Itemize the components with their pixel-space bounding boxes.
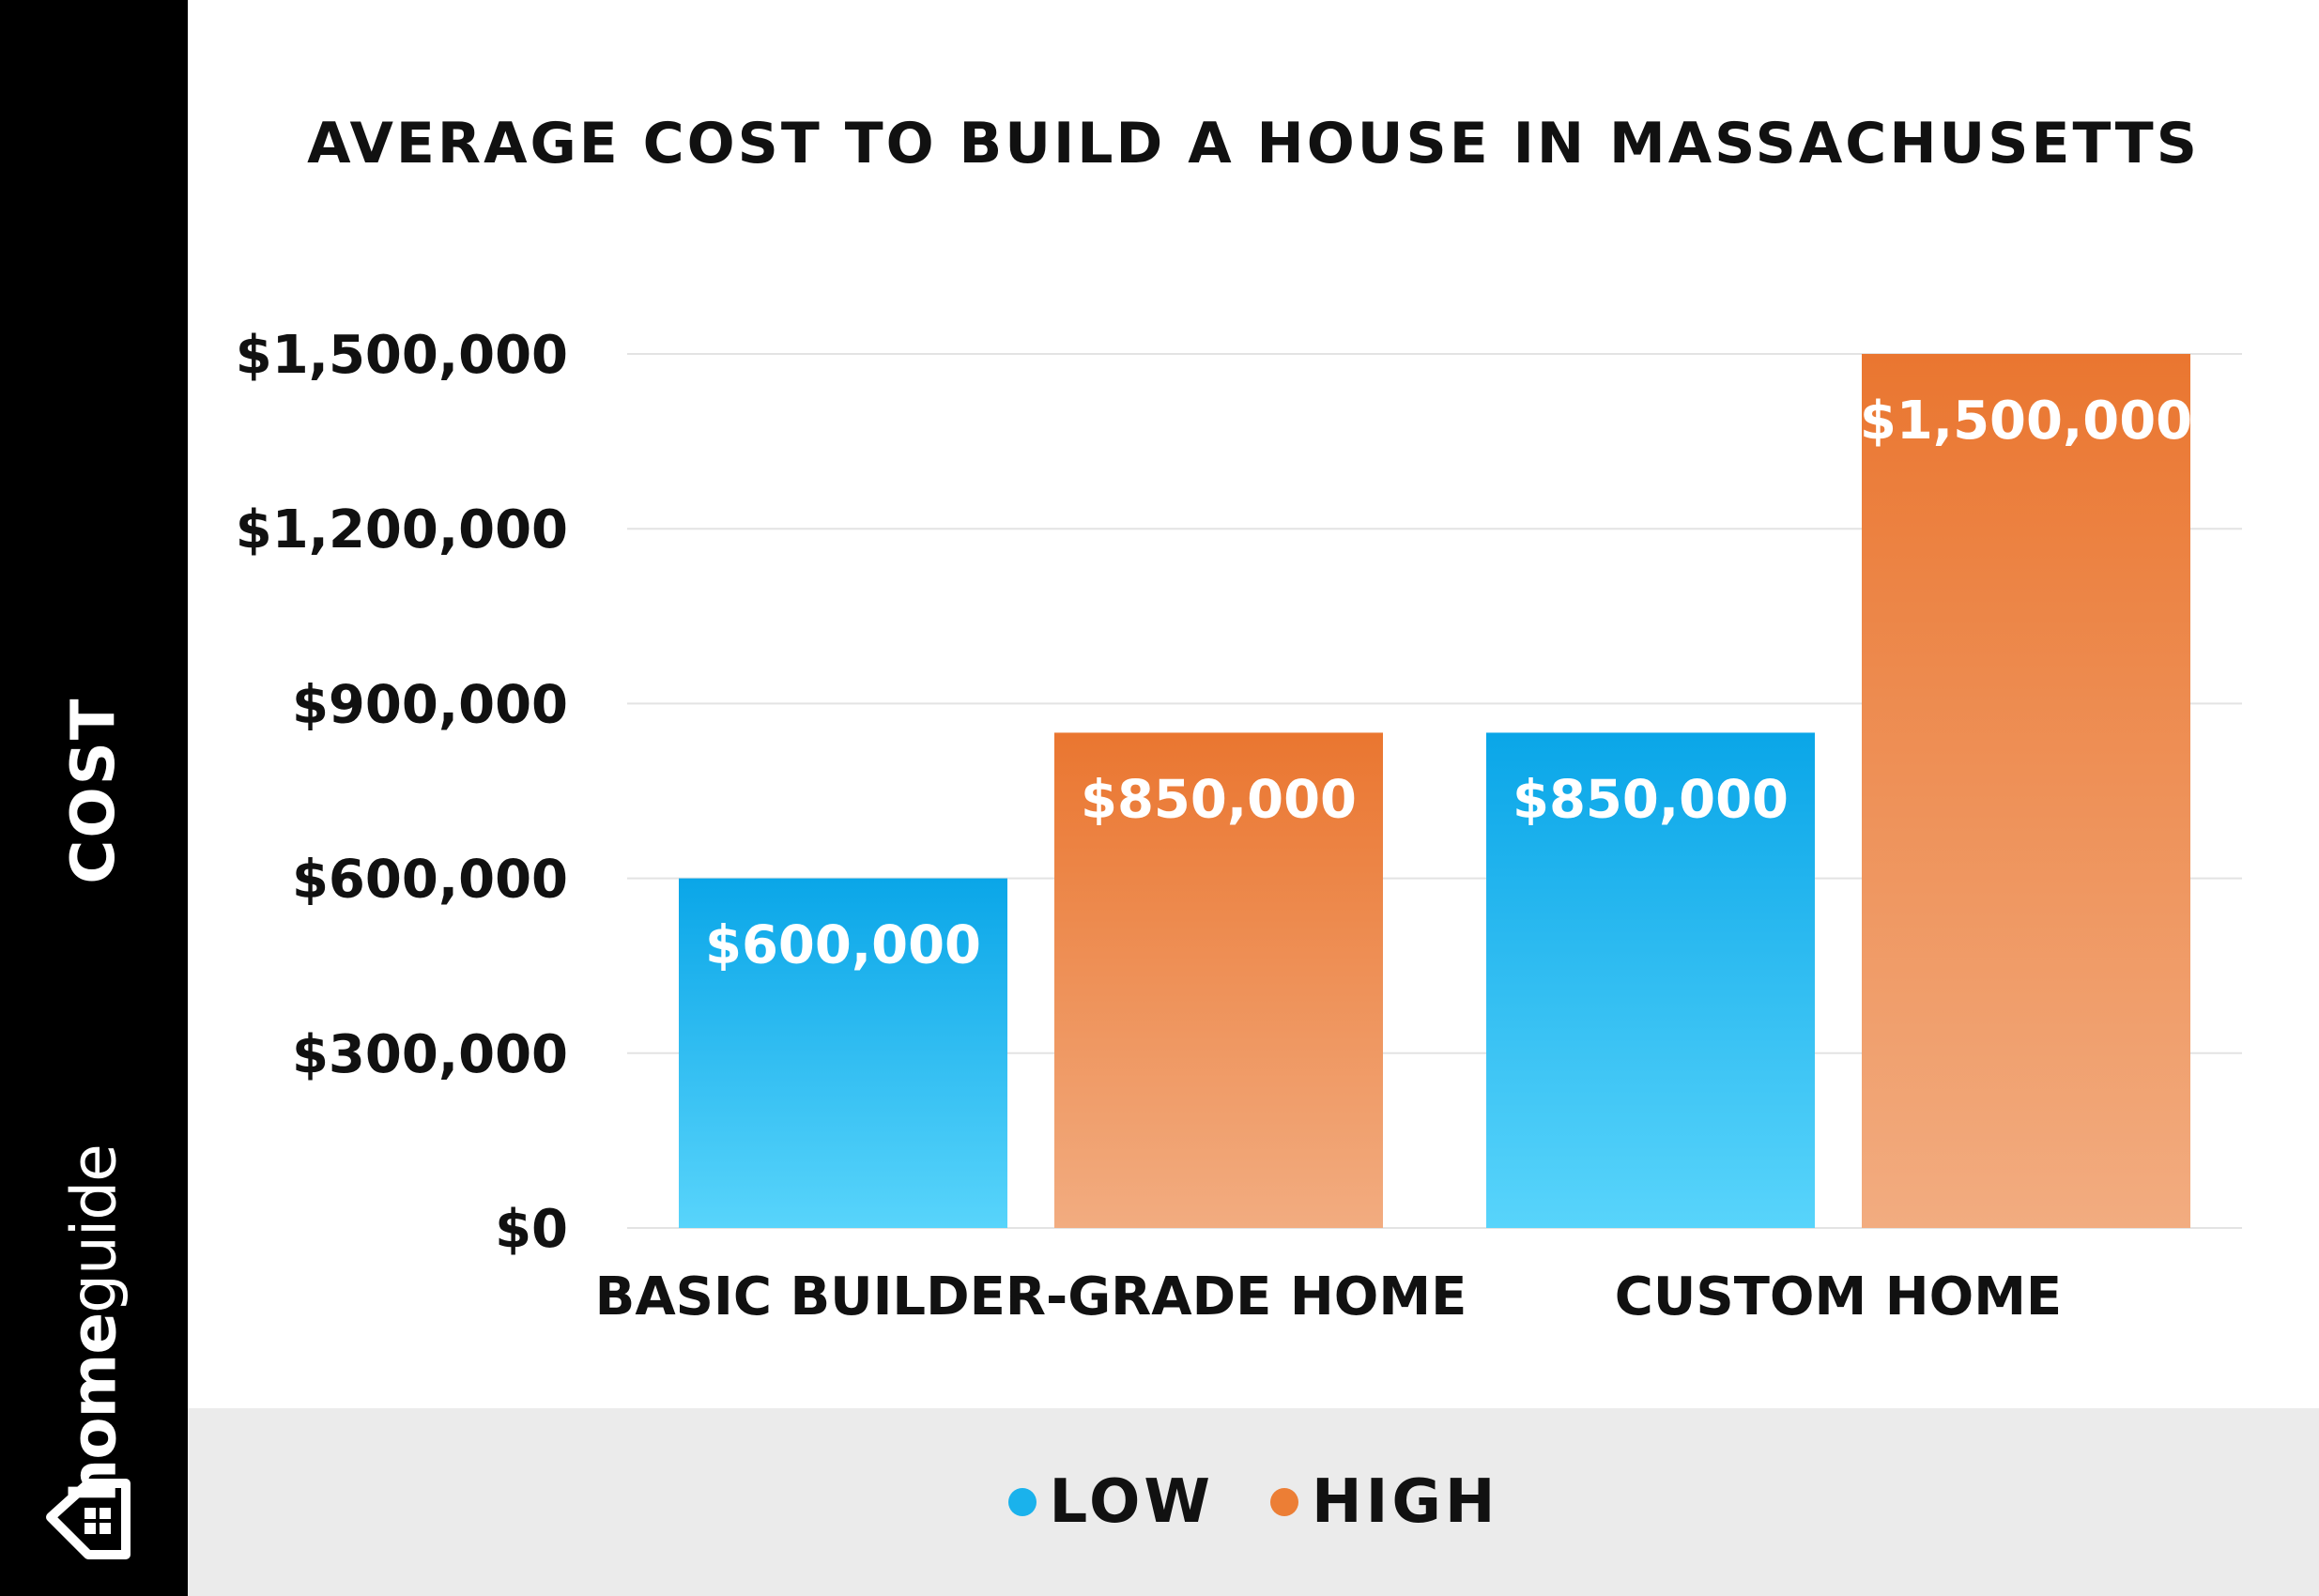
- brand-wordmark-part2: guide: [57, 1144, 131, 1313]
- bar-low: [679, 878, 1007, 1228]
- y-axis-ticks: $0 $300,000 $600,000 $900,000 $1,200,000 $1,5…: [236, 325, 568, 1260]
- bar-value-label: $600,000: [705, 915, 981, 976]
- x-category-label: CUSTOM HOME: [1615, 1266, 2062, 1327]
- y-tick-label: $0: [495, 1199, 568, 1260]
- house-logo-icon: [46, 1479, 131, 1559]
- y-tick-label: $900,000: [292, 674, 568, 735]
- sidebar: COST homeguide: [0, 0, 188, 1596]
- legend: LOW HIGH: [188, 1408, 2319, 1596]
- legend-label: HIGH: [1312, 1467, 1499, 1537]
- bar-value-label: $1,500,000: [1860, 391, 2192, 452]
- legend-band: LOW HIGH: [188, 1408, 2319, 1596]
- legend-item-low: LOW: [1007, 1467, 1215, 1537]
- chart-title: AVERAGE COST TO BUILD A HOUSE IN MASSACH…: [307, 111, 2200, 176]
- y-tick-label: $600,000: [292, 850, 568, 911]
- y-axis-title: COST: [59, 697, 129, 884]
- brand-wordmark: homeguide: [58, 1144, 131, 1502]
- x-category-label: BASIC BUILDER-GRADE HOME: [595, 1266, 1467, 1327]
- legend-item-high: HIGH: [1270, 1467, 1498, 1537]
- x-axis-categories: BASIC BUILDER-GRADE HOME CUSTOM HOME: [595, 1266, 2063, 1327]
- y-tick-label: $1,500,000: [236, 325, 568, 386]
- bars: $600,000 $850,000 $850,000 $1,500,000: [679, 354, 2192, 1228]
- legend-label: LOW: [1049, 1467, 1215, 1537]
- bar-value-label: $850,000: [1081, 769, 1357, 830]
- bar-chart: $0 $300,000 $600,000 $900,000 $1,200,000 $1,5…: [236, 325, 2242, 1327]
- bar-value-label: $850,000: [1513, 769, 1789, 830]
- y-tick-label: $1,200,000: [236, 499, 568, 560]
- bar-high: [1862, 354, 2190, 1228]
- legend-dot-icon: [1270, 1488, 1299, 1516]
- bar-low: [1486, 732, 1815, 1228]
- bar-high: [1054, 732, 1383, 1228]
- legend-dot-icon: [1007, 1488, 1037, 1516]
- y-tick-label: $300,000: [292, 1024, 568, 1085]
